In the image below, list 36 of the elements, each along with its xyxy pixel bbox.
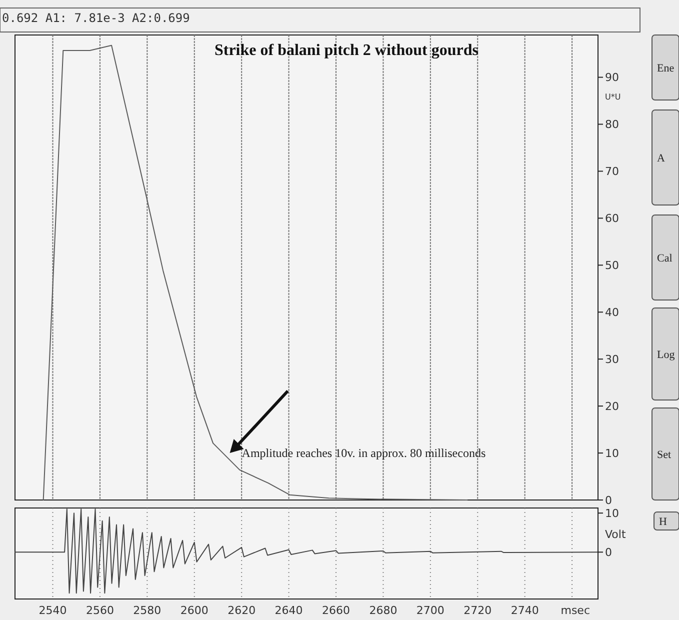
x-tick-label: 2720 [464,604,492,617]
x-tick-label: 2680 [369,604,398,617]
button: H [654,512,679,530]
y-axis-title: Volt [605,528,626,542]
y-tick-label: 0 [605,494,612,507]
x-tick-label: 2640 [274,604,303,617]
y-tick-label: 0 [605,546,612,559]
text: 0.692 A1: 7.81e-3 A2:0.699 [2,11,190,25]
x-tick-label: 2620 [228,604,256,617]
y-tick-label: 50 [605,259,619,272]
y-tick-label: 30 [605,352,619,366]
y-tick-label: 90 [605,71,619,84]
x-tick-label: 2540 [38,604,67,617]
y-tick-label: 10 [605,446,619,460]
line-series [14,508,598,594]
y-tick-label: 40 [605,306,619,319]
button: Ene [652,34,679,100]
y-tick-label: 20 [605,400,619,413]
y-tick-label: 80 [605,118,619,132]
x-tick-label: 2660 [322,604,350,617]
y-tick-label: 60 [605,212,619,226]
x-tick-label: 2740 [510,604,539,617]
y-tick-label: 10 [605,506,619,520]
x-tick-label: 2600 [180,604,208,617]
button: Set [652,408,679,500]
button: Log [652,308,679,400]
chart-title: Strike of balani pitch 2 without gourds [214,42,479,59]
x-tick-label: 2580 [133,604,162,617]
button: A [652,110,679,206]
x-axis-title: msec [560,604,590,617]
y-tick-label: 70 [605,165,619,178]
x-tick-label: 2700 [416,604,444,617]
y-axis-title: U*U [605,92,621,102]
x-tick-label: 2560 [86,604,114,617]
annotation: Amplitude reaches 10v. in approx. 80 milliseconds [242,446,486,460]
button: Cal [652,214,679,300]
